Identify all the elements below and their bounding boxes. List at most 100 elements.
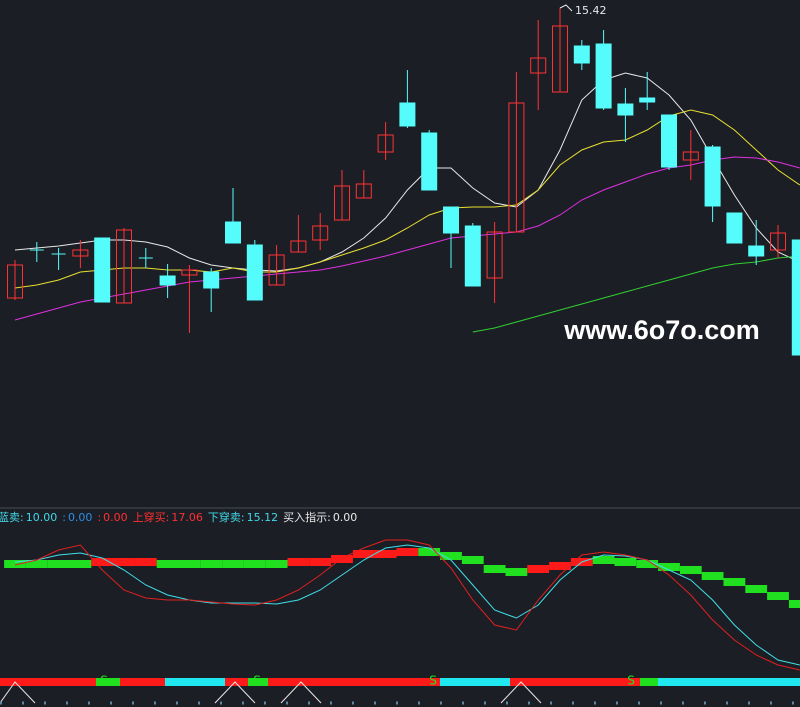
band-bar xyxy=(505,568,528,576)
strip-segment xyxy=(0,678,800,686)
candle-body xyxy=(7,264,23,299)
band-bar xyxy=(418,548,441,556)
legend-label: 上穿买: xyxy=(133,510,170,524)
legend-value: 15.12 xyxy=(247,511,279,524)
candle-body xyxy=(552,25,568,93)
candle-body xyxy=(334,185,350,221)
band-bar xyxy=(614,558,637,566)
band-bar xyxy=(701,572,724,580)
legend: 蓝卖: 10.00:0.00:0.00 上穿买: 17.06 下穿卖: 15.12 买入指示… xyxy=(0,510,357,524)
band-bar xyxy=(25,560,48,568)
legend-label: : xyxy=(62,511,66,524)
band-bar xyxy=(767,592,789,600)
legend-label: : xyxy=(97,511,101,524)
moving-average-line xyxy=(14,156,800,321)
candle-body xyxy=(617,103,634,116)
candle-body xyxy=(246,244,263,301)
band-bar xyxy=(461,556,484,564)
candle-body xyxy=(508,102,525,233)
band-bar xyxy=(200,560,223,568)
signal-label: S xyxy=(429,674,437,688)
candle-body xyxy=(573,45,590,64)
candle-body xyxy=(486,231,503,279)
band-bar xyxy=(222,560,244,568)
candle-body xyxy=(94,237,111,303)
strip-segment xyxy=(96,678,120,686)
indicator-line xyxy=(14,544,800,666)
band-bar xyxy=(287,558,310,566)
candle-body xyxy=(421,132,438,191)
watermark: www.6o7o.com xyxy=(563,315,760,345)
band-bar xyxy=(723,578,746,586)
signal-label: S xyxy=(253,674,261,688)
moving-average-line xyxy=(472,255,800,333)
band-bar xyxy=(636,560,659,568)
candle-body xyxy=(748,245,765,257)
candle-body xyxy=(464,225,481,287)
band-bar xyxy=(309,558,332,566)
candle-body xyxy=(116,229,132,304)
legend-value: 0.00 xyxy=(68,511,93,524)
candle-body xyxy=(181,269,198,276)
indicator-line xyxy=(14,539,800,671)
band-bar xyxy=(527,565,550,573)
candle-body xyxy=(377,134,394,153)
legend-value: 10.00 xyxy=(26,511,58,524)
band-bar xyxy=(134,558,157,566)
band-bar xyxy=(440,552,462,560)
candle-body xyxy=(443,206,459,234)
band-bar xyxy=(4,560,26,568)
candle-body xyxy=(159,275,176,286)
strip-segment xyxy=(640,678,658,686)
band-bar xyxy=(69,560,92,568)
signal-triangle xyxy=(500,681,542,704)
candle-body xyxy=(661,114,677,168)
signal-triangle xyxy=(214,681,256,704)
signal-triangle xyxy=(280,681,322,704)
band-bar xyxy=(47,560,70,568)
signal-strip xyxy=(0,678,800,705)
candle-body xyxy=(72,249,89,257)
band-bar xyxy=(91,558,114,566)
legend-value: 0.00 xyxy=(333,511,358,524)
candle-body xyxy=(704,146,721,207)
candle-body xyxy=(355,183,372,199)
band-bar xyxy=(178,560,201,568)
moving-average-line xyxy=(14,109,800,289)
band-bar xyxy=(788,600,800,608)
candle-body xyxy=(726,212,743,244)
signal-label: S xyxy=(100,674,108,688)
band-bar xyxy=(113,558,135,566)
candle-body xyxy=(770,232,786,251)
band-bar xyxy=(592,556,615,564)
legend-label: 买入指示: xyxy=(283,510,331,524)
candle-body xyxy=(225,221,241,244)
strip-segment xyxy=(440,678,510,686)
signal-triangle xyxy=(0,681,36,704)
legend-value: 17.06 xyxy=(171,511,203,524)
moving-average-line xyxy=(14,72,800,272)
band-bar xyxy=(549,562,571,570)
candle-body xyxy=(399,102,416,127)
legend-value: 0.00 xyxy=(103,511,128,524)
candle-body xyxy=(290,240,307,253)
band-bar xyxy=(483,565,506,573)
strip-segment xyxy=(248,678,268,686)
band-bar xyxy=(331,555,353,563)
high-pointer xyxy=(559,4,573,12)
candle-body xyxy=(791,239,800,356)
band-bar xyxy=(658,563,680,571)
band-bar xyxy=(745,585,768,593)
band-bar xyxy=(374,550,397,558)
band-bar xyxy=(265,560,288,568)
candle-body xyxy=(312,225,329,241)
candle-body xyxy=(530,57,547,74)
band-bar xyxy=(243,560,266,568)
strip-segment xyxy=(165,678,225,686)
legend-label: 下穿卖: xyxy=(208,510,245,524)
band-bar xyxy=(156,560,179,568)
band-bar xyxy=(396,548,419,556)
band-bar xyxy=(352,550,375,558)
strip-segment xyxy=(640,678,800,686)
